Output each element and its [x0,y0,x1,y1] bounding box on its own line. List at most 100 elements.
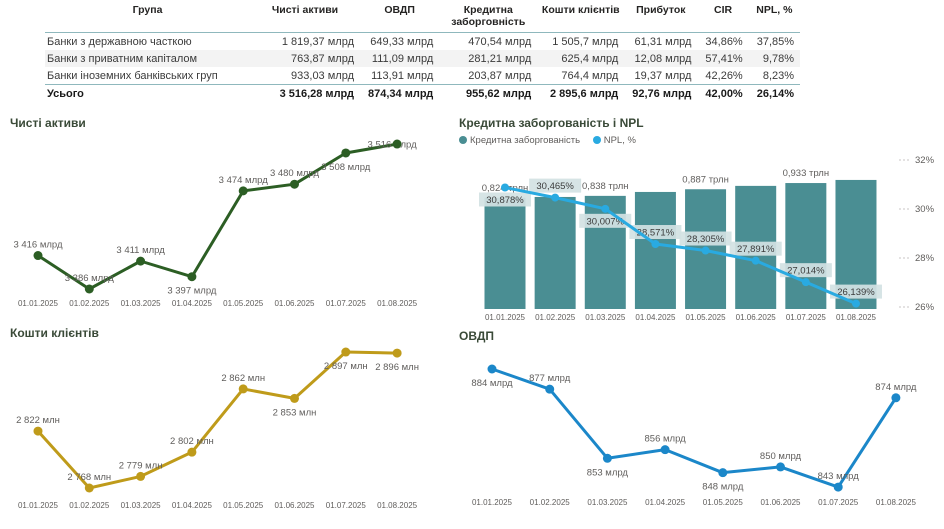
data-point[interactable] [187,447,197,457]
ovdp-chart: 01.01.2025 884 млрд 01.02.2025 877 млрд 01.0… [471,364,917,507]
value-cell: 42,00% [697,84,749,103]
credit-npl-title: Кредитна заборгованість і NPL [459,116,644,130]
value-cell: 37,85% [756,35,795,48]
value-cell: 933,03 млрд [291,69,354,82]
x-axis-label: 01.02.2025 [530,498,571,507]
value-cell: 1 505,7 млрд [552,35,619,48]
value-cell: 874,34 млрд [360,84,440,103]
npl-point[interactable] [551,193,560,202]
legend-dot-npl-icon [592,136,601,144]
value-cell: 625,4 млрд [561,52,619,65]
value-cell: 470,54 млрд [468,35,532,48]
legend-label-npl: NPL, % [603,135,636,146]
value-cell: 26,14% [748,84,801,103]
credit-npl-legend: Кредитна заборгованість NPL, % [459,135,646,146]
data-point[interactable] [718,468,728,478]
column-header: CIR [697,2,749,34]
group-cell: Банки з приватним капіталом [47,52,198,65]
legend-item-npl[interactable]: NPL, % [592,135,636,146]
data-point[interactable] [341,347,351,357]
legend-item-credit[interactable]: Кредитна заборгованість [459,135,580,146]
npl-point[interactable] [501,183,509,192]
x-axis-label: 01.07.2025 [786,313,827,322]
data-label: 848 млрд [702,482,744,493]
x-axis-label: 01.04.2025 [635,313,676,322]
data-point[interactable] [833,482,843,492]
x-axis-label: 01.06.2025 [274,501,315,510]
client-funds-chart: 01.01.2025 2 822 млн 01.02.2025 2 768 млн 01… [16,347,419,510]
npl-point[interactable] [701,246,710,255]
npl-point[interactable] [601,204,610,213]
npl-label: 27,891% [737,244,775,255]
credit-bar[interactable] [785,183,827,309]
credit-bar[interactable] [484,197,526,309]
data-point[interactable] [392,139,402,149]
x-axis-label: 01.08.2025 [876,498,917,507]
group-cell: Банки з державною часткою [47,35,192,48]
npl-point[interactable] [651,240,660,249]
bar-label: 0,838 трлн [582,181,629,192]
value-cell: 1 819,37 млрд [281,35,354,48]
npl-label: 30,007% [587,216,625,227]
data-label: 3 516 млрд [368,140,418,151]
table-total-row[interactable]: Усього 3 516,28 млрд 874,34 млрд 955,62 млр… [45,84,801,103]
data-label: 856 млрд [645,434,687,445]
npl-label: 28,571% [637,228,675,239]
data-point[interactable] [84,284,94,294]
table-row[interactable]: Банки іноземних банківських груп 933,03 м… [45,67,800,85]
data-point[interactable] [290,393,299,403]
data-point[interactable] [238,384,248,394]
x-axis-label: 01.08.2025 [377,299,418,308]
x-axis-label: 01.05.2025 [223,501,264,510]
data-label: 2 897 млн [324,361,368,372]
npl-point[interactable] [801,278,810,287]
npl-label: 28,305% [687,234,725,245]
data-point[interactable] [392,348,402,358]
data-point[interactable] [238,186,248,196]
data-point[interactable] [545,384,555,394]
data-point[interactable] [487,364,497,374]
credit-bar[interactable] [634,191,676,309]
x-axis-label: 01.02.2025 [535,313,576,322]
value-cell: 57,41% [705,52,743,65]
credit-bar[interactable] [534,196,576,309]
npl-line [504,186,857,305]
x-axis-label: 01.04.2025 [172,501,213,510]
npl-point[interactable] [851,299,860,308]
value-cell: 649,33 млрд [370,35,434,48]
data-point[interactable] [84,483,94,493]
table-row[interactable]: Банки з приватним капіталом 763,87 млрд 11… [45,50,801,68]
data-point[interactable] [776,462,785,472]
data-label: 2 862 млн [221,373,265,384]
column-header: Кошти клієнтів [537,2,625,34]
net-assets-line [37,142,398,291]
data-point[interactable] [290,179,299,189]
data-point[interactable] [33,251,43,261]
right-axis-label: 30% [915,204,935,215]
credit-bar[interactable] [584,195,626,309]
data-point[interactable] [341,148,351,158]
data-label: 853 млрд [587,467,629,478]
npl-point[interactable] [751,256,760,265]
data-point[interactable] [891,393,901,403]
x-axis-label: 01.03.2025 [585,313,626,322]
x-axis-label: 01.03.2025 [121,299,162,308]
column-header: Кредитна заборговність [439,2,538,34]
x-axis-label: 01.07.2025 [818,498,859,507]
data-point[interactable] [187,272,197,282]
bar-label: 0,933 трлн [783,168,830,179]
data-point[interactable] [33,426,43,436]
data-point[interactable] [602,453,612,463]
value-cell: 8,23% [762,69,795,82]
data-point[interactable] [660,445,670,455]
data-label: 3 411 млрд [116,245,165,256]
value-cell: 34,86% [705,35,743,48]
value-cell: 281,21 млрд [468,52,532,65]
client-funds-line [36,350,398,490]
table-row[interactable]: Банки з державною часткою 1 819,37 млрд 64… [45,33,800,51]
data-point[interactable] [136,256,146,266]
data-label: 3 386 млрд [65,273,115,284]
x-axis-label: 01.03.2025 [121,501,162,510]
data-point[interactable] [136,471,146,481]
